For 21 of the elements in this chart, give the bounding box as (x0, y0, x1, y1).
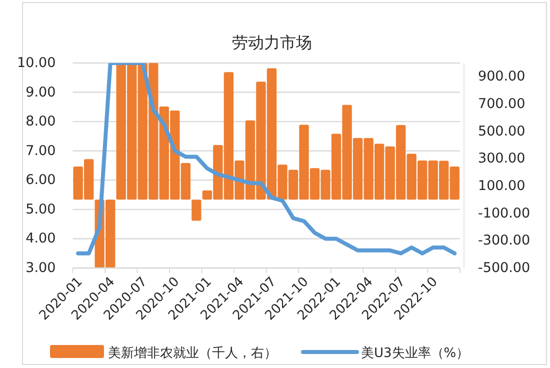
y2-tick-label: 900.00 (478, 68, 526, 85)
bar (192, 200, 202, 221)
y2-tick-label: 100.00 (478, 178, 526, 194)
y-tick-label: 10.00 (17, 55, 56, 71)
y-tick-label: 9.00 (26, 84, 56, 100)
y2-tick-label: -100.00 (478, 205, 530, 222)
y2-tick-label: -500.00 (478, 260, 530, 276)
chart-title: 劳动力市场 (232, 33, 312, 52)
legend-label: 美新增非农就业（千人，右） (108, 345, 277, 361)
y-tick-label: 3.00 (26, 260, 56, 276)
y2-tick-label: -300.00 (478, 232, 530, 249)
y-tick-label: 6.00 (26, 172, 56, 188)
y-tick-label: 7.00 (26, 142, 56, 159)
y-tick-label: 4.00 (26, 230, 56, 247)
y-tick-label: 5.00 (26, 201, 56, 218)
y2-tick-label: 300.00 (478, 150, 526, 167)
legend-label: 美U3失业率（%） (361, 345, 470, 361)
y2-tick-label: 700.00 (478, 96, 526, 112)
y-tick-label: 8.00 (26, 114, 56, 130)
y2-tick-label: 500.00 (478, 123, 526, 140)
line-series (76, 63, 457, 256)
